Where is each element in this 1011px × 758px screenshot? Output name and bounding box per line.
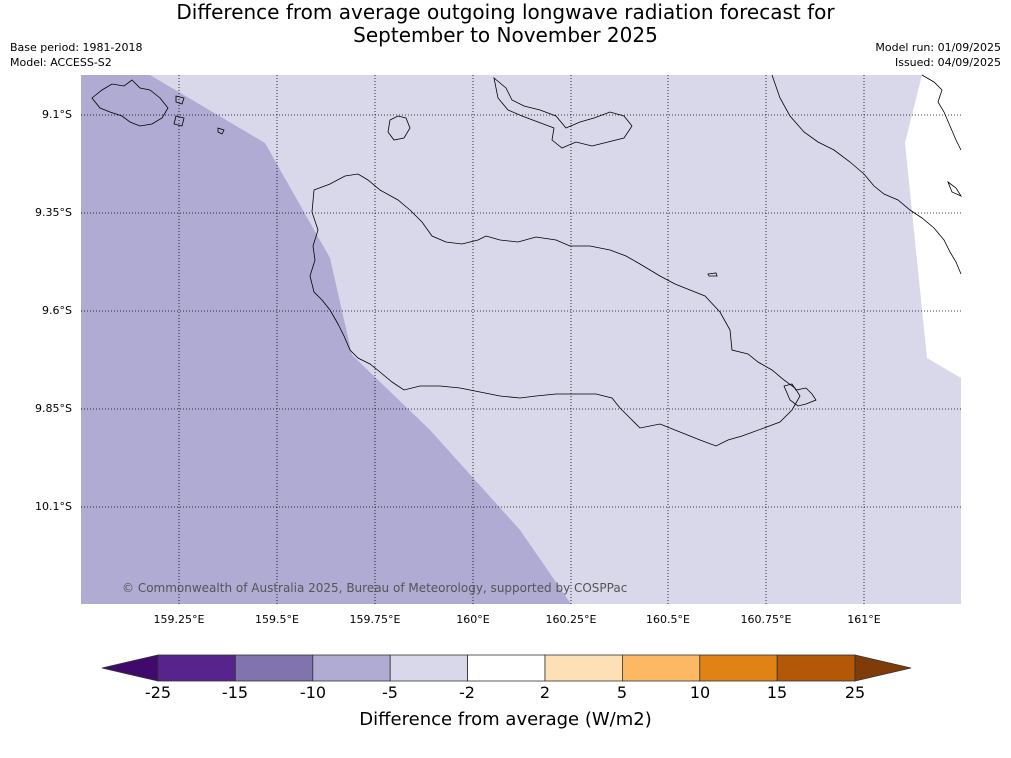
chart-title: Difference from average outgoing longwav… bbox=[0, 1, 1011, 47]
islands-nggela bbox=[493, 76, 633, 149]
colorbar-label: 10 bbox=[689, 683, 711, 702]
lon-label: 159.75°E bbox=[349, 613, 401, 626]
islet-russell-b bbox=[217, 127, 225, 135]
islands-russell bbox=[91, 79, 169, 127]
colorbar-swatch bbox=[776, 654, 856, 682]
colorbar-swatch bbox=[234, 654, 314, 682]
lat-label: 9.1°S bbox=[42, 108, 72, 121]
island-guadalcanal bbox=[309, 173, 801, 447]
lat-label: 9.35°S bbox=[35, 206, 72, 219]
colorbar-label: 2 bbox=[539, 683, 551, 702]
lat-label: 10.1°S bbox=[35, 500, 72, 513]
colorbar-label: -2 bbox=[459, 683, 475, 702]
colorbar-title: Difference from average (W/m2) bbox=[359, 709, 652, 730]
island-malaita bbox=[771, 74, 962, 275]
colorbar-swatch bbox=[622, 654, 701, 682]
islands-marau bbox=[783, 383, 817, 407]
meta-left: Base period: 1981-2018 Model: ACCESS-S2 bbox=[10, 40, 142, 70]
title-line-1: Difference from average outgoing longwav… bbox=[176, 0, 835, 24]
lon-label: 160°E bbox=[456, 613, 490, 626]
colorbar-label: 5 bbox=[616, 683, 628, 702]
colorbar-label: -25 bbox=[144, 683, 172, 702]
copyright-notice: © Commonwealth of Australia 2025, Bureau… bbox=[122, 581, 628, 595]
model-run: Model run: 01/09/2025 bbox=[875, 41, 1001, 54]
gridlines bbox=[81, 75, 961, 604]
lon-label: 160.75°E bbox=[740, 613, 792, 626]
colorbar-swatch bbox=[699, 654, 778, 682]
colorbar-swatch bbox=[157, 654, 236, 682]
lon-label: 160.25°E bbox=[545, 613, 597, 626]
lon-label: 160.5°E bbox=[646, 613, 690, 626]
colorbar-swatch-under bbox=[101, 654, 159, 682]
shading-region-strong bbox=[81, 75, 571, 604]
colorbar-label: -10 bbox=[299, 683, 327, 702]
lat-label: 9.6°S bbox=[42, 304, 72, 317]
islet-russell-c bbox=[175, 95, 185, 105]
islet-malaita-east bbox=[947, 180, 963, 197]
colorbar-label: 15 bbox=[766, 683, 788, 702]
colorbar-swatch bbox=[544, 654, 623, 682]
colorbar-swatch-over bbox=[854, 654, 912, 682]
lon-label: 159.5°E bbox=[255, 613, 299, 626]
colorbar-swatch bbox=[312, 654, 391, 682]
title-line-2: September to November 2025 bbox=[353, 23, 658, 47]
islet-small bbox=[707, 272, 718, 277]
colorbar-swatch bbox=[389, 654, 469, 682]
shading-region-neutral bbox=[905, 75, 961, 378]
colorbar-swatch bbox=[467, 654, 546, 682]
islet-russell-a bbox=[173, 115, 185, 127]
colorbar-label: -5 bbox=[382, 683, 398, 702]
model-name: Model: ACCESS-S2 bbox=[10, 56, 112, 69]
lon-label: 161°E bbox=[847, 613, 881, 626]
issued-date: Issued: 04/09/2025 bbox=[894, 56, 1001, 69]
meta-right: Model run: 01/09/2025 Issued: 04/09/2025 bbox=[875, 40, 1001, 70]
base-period: Base period: 1981-2018 bbox=[10, 41, 143, 54]
colorbar bbox=[101, 654, 912, 682]
lat-label: 9.85°S bbox=[35, 402, 72, 415]
island-malaita-east bbox=[921, 74, 962, 151]
island-savo bbox=[387, 115, 411, 141]
coastlines bbox=[91, 74, 963, 447]
colorbar-label: 25 bbox=[844, 683, 866, 702]
colorbar-label: -15 bbox=[221, 683, 249, 702]
lon-label: 159.25°E bbox=[153, 613, 205, 626]
